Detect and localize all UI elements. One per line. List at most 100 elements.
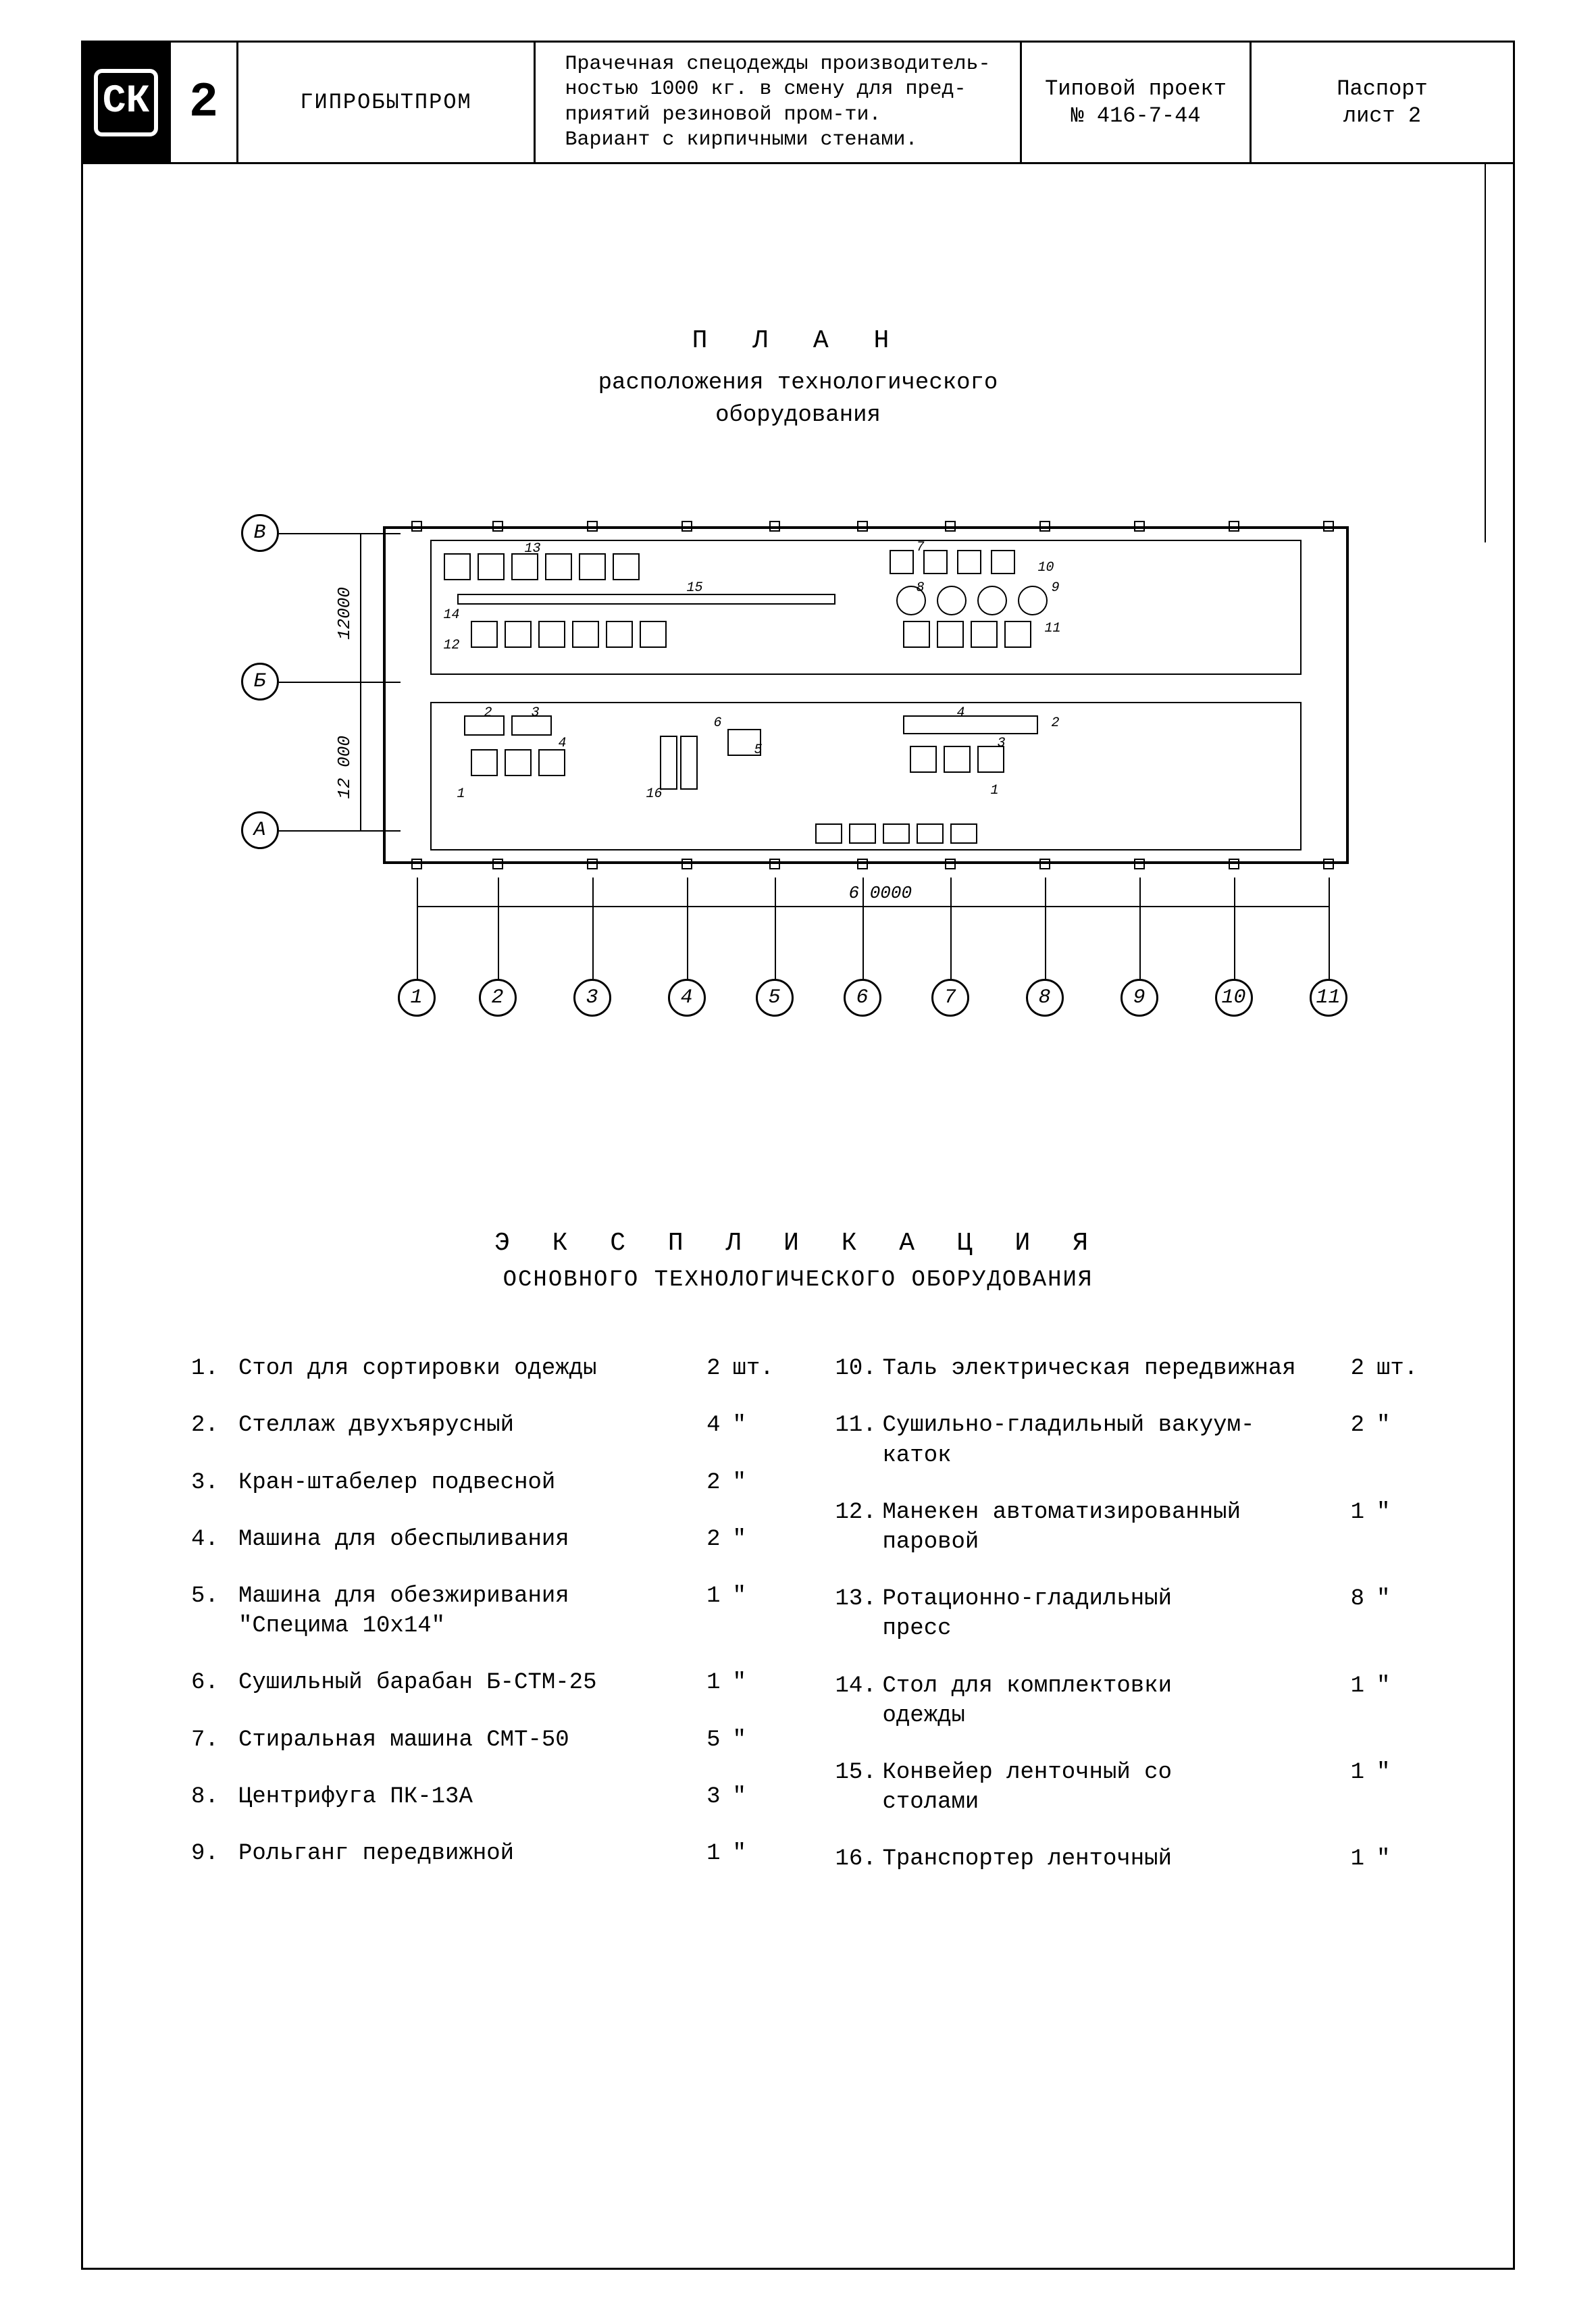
equipment-number: 16. — [835, 1844, 883, 1874]
equipment-name: Сушильный барабан Б-СТМ-25 — [238, 1668, 680, 1698]
equipment-callout: 15 — [687, 580, 703, 596]
equipment-symbol — [505, 749, 532, 776]
grid-col-line — [687, 878, 688, 979]
equipment-unit: " — [1364, 1844, 1418, 1874]
equipment-number: 12. — [835, 1498, 883, 1557]
equipment-row: 1.Стол для сортировки одежды2шт. — [191, 1354, 775, 1383]
equipment-name: Стеллаж двухъярусный — [238, 1410, 680, 1440]
page-frame: СК 2 ГИПРОБЫТПРОМ Прачечная спецодежды п… — [81, 41, 1515, 2270]
equipment-callout: 1 — [457, 786, 465, 802]
grid-row-bubble: А — [241, 811, 279, 849]
equipment-symbol — [538, 621, 565, 648]
equipment-number: 14. — [835, 1671, 883, 1731]
equipment-callout: 2 — [1052, 715, 1060, 731]
logo-mark: СК — [94, 69, 158, 136]
equipment-callout: 3 — [532, 705, 540, 721]
equipment-list: 1.Стол для сортировки одежды2шт.2.Стелла… — [191, 1354, 1418, 1901]
grid-row-line — [279, 830, 401, 832]
equipment-symbol-circle — [977, 586, 1007, 615]
equipment-name: Стиральная машина СМТ-50 — [238, 1725, 680, 1755]
equipment-name: Сушильно-гладильный вакуум-каток — [883, 1410, 1324, 1470]
logo-cell: СК — [83, 43, 171, 162]
equipment-symbol — [957, 550, 981, 574]
scan-margin-line — [1485, 164, 1486, 542]
equipment-number: 4. — [191, 1525, 238, 1554]
equipment-symbol-circle — [1018, 586, 1048, 615]
equipment-unit: " — [721, 1668, 775, 1698]
equipment-number: 8. — [191, 1782, 238, 1812]
grid-row-bubble: Б — [241, 663, 279, 701]
equipment-symbol — [917, 823, 944, 844]
equipment-number: 6. — [191, 1668, 238, 1698]
equipment-callout: 13 — [525, 541, 541, 557]
equipment-unit: " — [721, 1468, 775, 1498]
grid-col-bubble: 6 — [844, 979, 881, 1017]
equipment-unit: " — [721, 1782, 775, 1812]
equipment-callout: 4 — [559, 736, 567, 751]
equipment-unit: " — [1364, 1671, 1418, 1731]
dimension-line — [360, 533, 361, 830]
equipment-unit: " — [1364, 1498, 1418, 1557]
equipment-qty: 2 — [1324, 1354, 1364, 1383]
equipment-list-left: 1.Стол для сортировки одежды2шт.2.Стелла… — [191, 1354, 775, 1901]
equipment-row: 14.Стол для комплектовкиодежды1" — [835, 1671, 1419, 1731]
grid-col-line — [775, 878, 776, 979]
dimension-vertical: 12 000 — [334, 736, 355, 799]
equipment-row: 3.Кран-штабелер подвесной2" — [191, 1468, 775, 1498]
equipment-callout: 1 — [991, 783, 999, 798]
floor-plan-drawing: ВБА1234567891011131412157108911243116654… — [241, 513, 1356, 1026]
equipment-callout: 12 — [444, 638, 460, 653]
equipment-number: 10. — [835, 1354, 883, 1383]
sheet-cell: Паспорт лист 2 — [1252, 43, 1513, 162]
equipment-callout: 7 — [917, 540, 925, 555]
equipment-qty: 5 — [680, 1725, 721, 1755]
grid-col-bubble: 11 — [1310, 979, 1347, 1017]
grid-col-line — [417, 878, 418, 979]
equipment-callout: 4 — [957, 705, 965, 721]
equipment-unit: шт. — [1364, 1354, 1418, 1383]
grid-col-bubble: 1 — [398, 979, 436, 1017]
equipment-callout: 11 — [1045, 621, 1061, 636]
equipment-symbol — [883, 823, 910, 844]
grid-col-bubble: 8 — [1026, 979, 1064, 1017]
equipment-qty: 1 — [1324, 1671, 1364, 1731]
grid-col-line — [1139, 878, 1141, 979]
grid-row-bubble: В — [241, 514, 279, 552]
equipment-name: Машина для обеспыливания — [238, 1525, 680, 1554]
equipment-symbol — [849, 823, 876, 844]
grid-col-line — [1329, 878, 1330, 979]
equipment-callout: 3 — [998, 736, 1006, 751]
equipment-symbol — [457, 594, 835, 605]
equipment-unit: " — [1364, 1584, 1418, 1644]
equipment-row: 11.Сушильно-гладильный вакуум-каток2" — [835, 1410, 1419, 1470]
equipment-name: Ротационно-гладильныйпресс — [883, 1584, 1324, 1644]
equipment-qty: 4 — [680, 1410, 721, 1440]
equipment-qty: 2 — [680, 1525, 721, 1554]
equipment-unit: шт. — [721, 1354, 775, 1383]
equipment-qty: 2 — [1324, 1410, 1364, 1470]
equipment-symbol — [944, 746, 971, 773]
grid-col-line — [1234, 878, 1235, 979]
equipment-row: 7.Стиральная машина СМТ-505" — [191, 1725, 775, 1755]
equipment-symbol — [660, 736, 677, 790]
equipment-symbol — [572, 621, 599, 648]
equipment-name: Стол для комплектовкиодежды — [883, 1671, 1324, 1731]
equipment-qty: 2 — [680, 1354, 721, 1383]
grid-col-line — [498, 878, 499, 979]
equipment-row: 4.Машина для обеспыливания2" — [191, 1525, 775, 1554]
equipment-qty: 1 — [680, 1839, 721, 1869]
sheet-label: Паспорт — [1337, 76, 1427, 103]
equipment-symbol — [538, 749, 565, 776]
dimension-horizontal: 6 0000 — [849, 883, 912, 903]
equipment-symbol — [1004, 621, 1031, 648]
sheet-number: лист 2 — [1337, 103, 1427, 130]
equipment-unit: " — [721, 1581, 775, 1641]
equipment-symbol — [640, 621, 667, 648]
title-block: СК 2 ГИПРОБЫТПРОМ Прачечная спецодежды п… — [83, 43, 1513, 164]
equipment-symbol — [444, 553, 471, 580]
equipment-qty: 1 — [680, 1668, 721, 1698]
equipment-callout: 8 — [917, 580, 925, 596]
equipment-qty: 2 — [680, 1468, 721, 1498]
equipment-symbol — [971, 621, 998, 648]
grid-col-bubble: 7 — [931, 979, 969, 1017]
